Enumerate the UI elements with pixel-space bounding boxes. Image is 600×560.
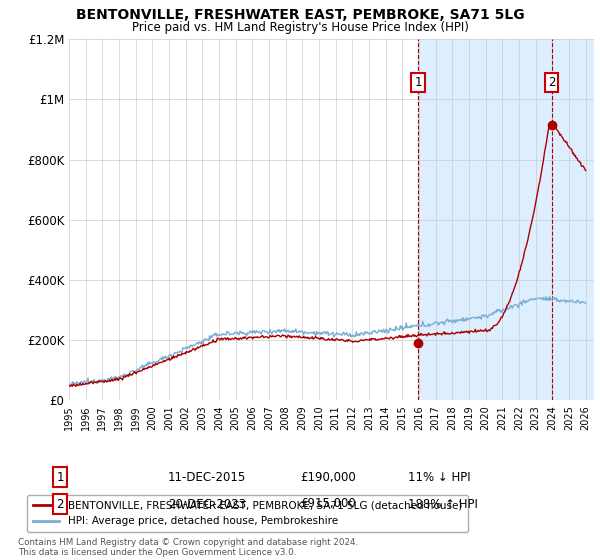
Text: Price paid vs. HM Land Registry's House Price Index (HPI): Price paid vs. HM Land Registry's House … — [131, 21, 469, 34]
Text: 11-DEC-2015: 11-DEC-2015 — [168, 470, 246, 484]
Text: £190,000: £190,000 — [300, 470, 356, 484]
Text: 1: 1 — [415, 76, 422, 89]
Text: 20-DEC-2023: 20-DEC-2023 — [168, 497, 246, 511]
Text: 11% ↓ HPI: 11% ↓ HPI — [408, 470, 470, 484]
Text: BENTONVILLE, FRESHWATER EAST, PEMBROKE, SA71 5LG: BENTONVILLE, FRESHWATER EAST, PEMBROKE, … — [76, 8, 524, 22]
Text: Contains HM Land Registry data © Crown copyright and database right 2024.
This d: Contains HM Land Registry data © Crown c… — [18, 538, 358, 557]
Legend: BENTONVILLE, FRESHWATER EAST, PEMBROKE, SA71 5LG (detached house), HPI: Average : BENTONVILLE, FRESHWATER EAST, PEMBROKE, … — [27, 494, 468, 533]
Text: 2: 2 — [548, 76, 556, 89]
Text: 1: 1 — [56, 470, 64, 484]
Text: 2: 2 — [56, 497, 64, 511]
Text: 188% ↑ HPI: 188% ↑ HPI — [408, 497, 478, 511]
Bar — [418, 39, 594, 400]
Text: £915,000: £915,000 — [300, 497, 356, 511]
